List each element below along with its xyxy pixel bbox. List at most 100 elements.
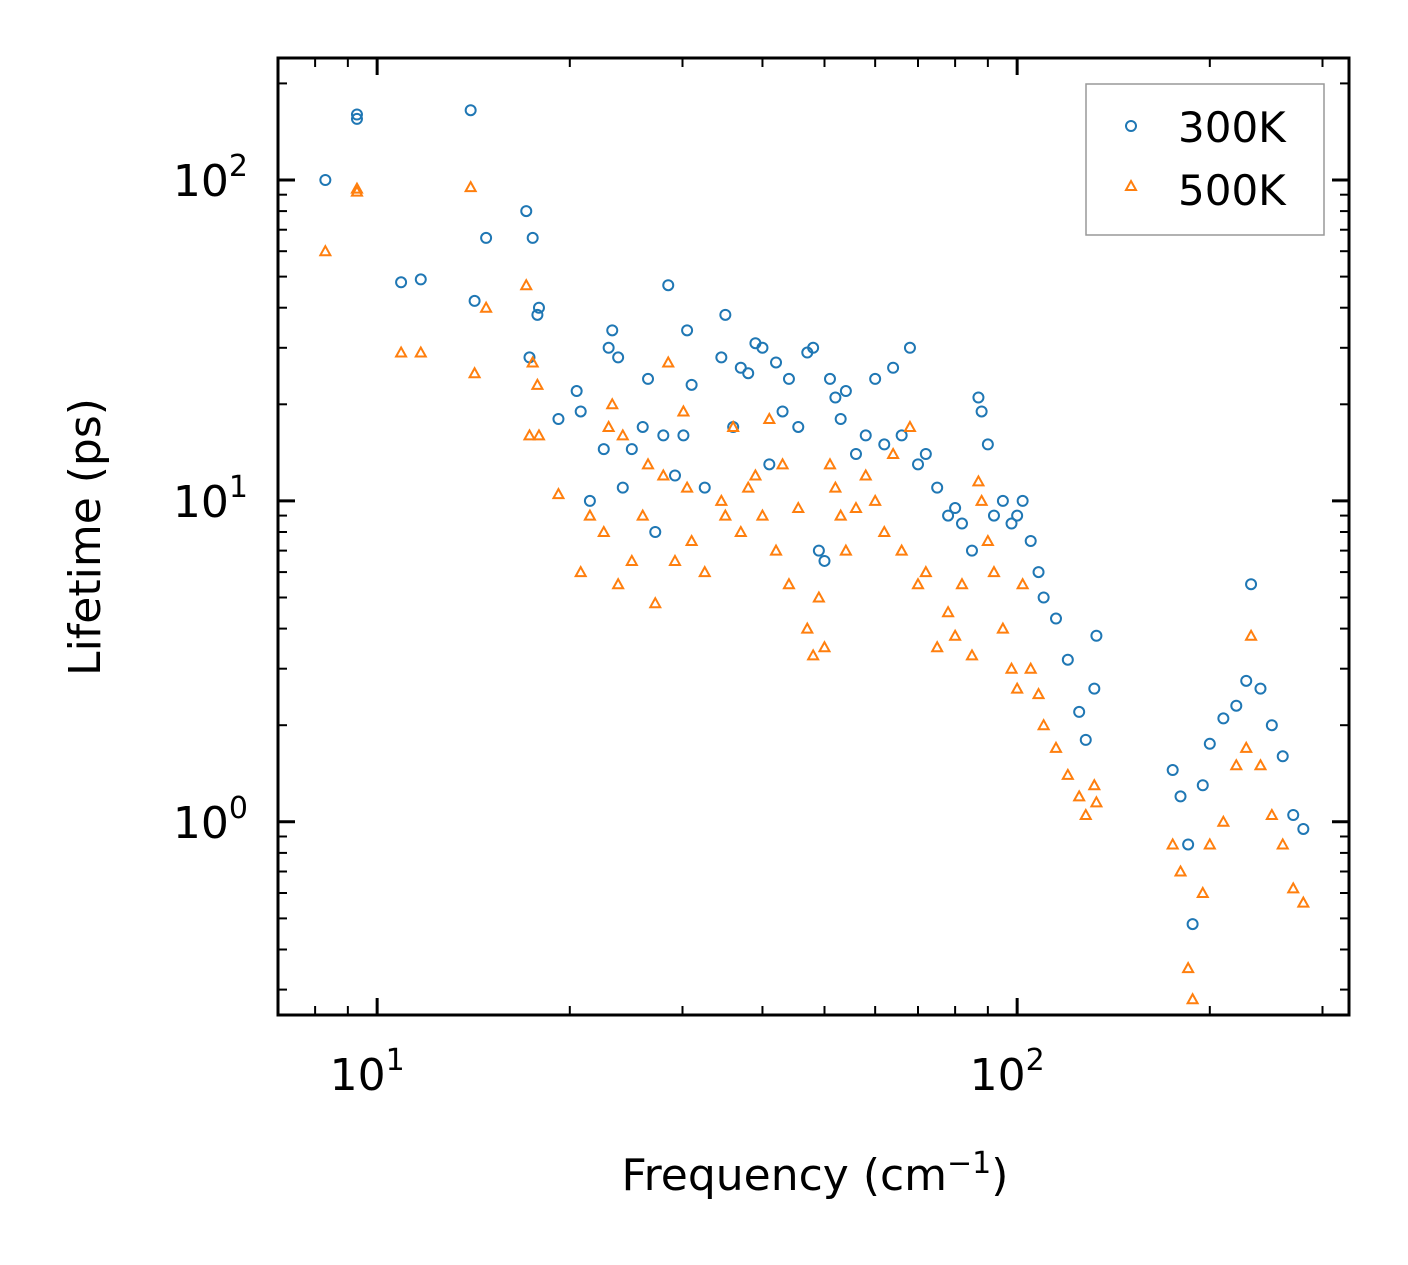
- point-300k-47: [812, 544, 825, 557]
- legend: 300K 500K: [1085, 83, 1325, 236]
- point-500k-18: [605, 397, 619, 410]
- point-500k-13: [551, 487, 566, 500]
- point-300k-94: [1254, 682, 1267, 695]
- point-500k-60: [919, 565, 933, 578]
- point-300k-28: [668, 469, 681, 482]
- point-500k-50: [833, 508, 848, 521]
- point-500k-35: [734, 524, 748, 538]
- point-300k-90: [1217, 712, 1230, 725]
- point-500k-53: [859, 468, 873, 481]
- plot-frame: [276, 56, 1351, 1017]
- point-500k-12: [532, 428, 546, 441]
- point-300k-55: [869, 372, 882, 385]
- point-300k-65: [955, 517, 968, 530]
- point-300k-67: [972, 391, 985, 404]
- point-500k-61: [930, 640, 944, 653]
- point-300k-41: [770, 356, 783, 369]
- point-500k-55: [877, 524, 891, 538]
- y-tick-label-2: 102: [173, 149, 248, 207]
- point-500k-38: [755, 508, 770, 521]
- point-500k-57: [894, 543, 909, 556]
- point-500k-94: [1265, 807, 1279, 821]
- point-300k-40: [763, 458, 776, 471]
- y-axis-label: Lifetime (ps): [60, 398, 111, 676]
- point-500k-70: [996, 621, 1010, 634]
- point-300k-60: [912, 458, 925, 471]
- point-500k-16: [597, 524, 611, 538]
- point-300k-79: [1061, 653, 1074, 666]
- point-500k-77: [1049, 740, 1063, 753]
- point-300k-84: [1166, 764, 1179, 777]
- point-500k-24: [648, 596, 662, 609]
- point-300k-2: [350, 108, 363, 121]
- point-300k-11: [531, 308, 544, 321]
- point-500k-19: [611, 577, 625, 590]
- point-300k-70: [987, 509, 1000, 522]
- point-500k-43: [791, 500, 805, 514]
- point-500k-27: [668, 553, 682, 566]
- point-300k-4: [414, 273, 427, 286]
- point-300k-75: [1024, 534, 1037, 547]
- point-300k-86: [1182, 838, 1195, 851]
- point-300k-44: [792, 420, 805, 433]
- point-500k-46: [812, 590, 826, 603]
- point-300k-69: [981, 438, 994, 451]
- point-500k-66: [971, 474, 986, 487]
- point-500k-8: [519, 278, 533, 291]
- point-300k-71: [996, 494, 1009, 507]
- point-300k-18: [602, 341, 615, 354]
- point-300k-25: [649, 526, 662, 539]
- point-300k-7: [480, 231, 493, 244]
- point-500k-59: [911, 577, 925, 590]
- point-500k-80: [1079, 807, 1093, 821]
- point-300k-14: [570, 385, 583, 398]
- point-300k-5: [464, 104, 477, 117]
- point-500k-17: [601, 419, 616, 432]
- point-300k-89: [1203, 737, 1216, 750]
- point-500k-49: [828, 480, 843, 493]
- point-500k-48: [823, 457, 837, 470]
- point-300k-78: [1049, 612, 1062, 625]
- point-300k-1: [350, 112, 363, 125]
- point-300k-29: [677, 429, 690, 442]
- point-500k-28: [676, 404, 691, 417]
- point-500k-33: [718, 508, 733, 521]
- point-300k-31: [685, 378, 698, 391]
- point-300k-3: [395, 276, 408, 289]
- point-300k-12: [532, 301, 545, 314]
- point-300k-20: [612, 351, 625, 364]
- data-points: [318, 104, 1311, 1005]
- point-300k-87: [1186, 918, 1199, 931]
- point-500k-78: [1061, 767, 1075, 780]
- point-300k-57: [887, 361, 900, 374]
- point-500k-65: [965, 648, 979, 661]
- y-tick-label-0: 100: [173, 791, 248, 849]
- x-tick-label-1: 102: [970, 1043, 1045, 1101]
- point-500k-84: [1173, 864, 1188, 877]
- point-300k-49: [823, 372, 836, 385]
- point-300k-98: [1297, 822, 1310, 835]
- point-500k-54: [868, 493, 882, 506]
- point-500k-32: [714, 493, 729, 506]
- legend-marker-500k: [1124, 178, 1138, 191]
- point-300k-93: [1245, 578, 1258, 591]
- point-500k-58: [903, 419, 917, 432]
- point-500k-72: [1010, 681, 1024, 694]
- point-500k-97: [1296, 895, 1311, 908]
- point-300k-72: [1005, 517, 1018, 530]
- point-300k-66: [965, 544, 978, 557]
- point-500k-41: [775, 457, 790, 470]
- point-300k-82: [1088, 682, 1101, 695]
- point-300k-17: [597, 443, 610, 456]
- point-300k-13: [552, 412, 565, 425]
- point-300k-33: [715, 351, 728, 364]
- point-300k-15: [574, 405, 587, 418]
- point-500k-63: [948, 628, 962, 641]
- point-300k-43: [782, 372, 795, 385]
- point-500k-2: [350, 181, 364, 194]
- legend-label-300k: 300K: [1178, 103, 1287, 152]
- point-300k-80: [1073, 705, 1086, 718]
- point-500k-81: [1087, 778, 1102, 791]
- point-500k-15: [583, 508, 597, 521]
